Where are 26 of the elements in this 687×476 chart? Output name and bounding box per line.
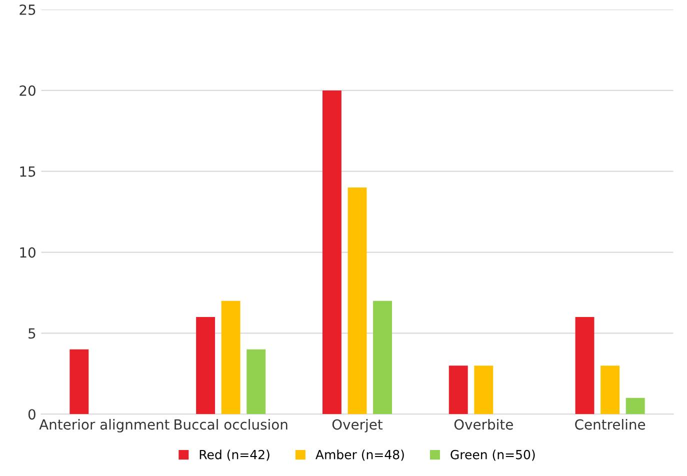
- x-tick-label: Centreline: [575, 418, 646, 430]
- legend-label: Green (n=50): [450, 450, 535, 461]
- y-tick-label: 20: [20, 85, 36, 96]
- bar: [474, 366, 494, 414]
- bar: [575, 317, 594, 414]
- y-tick-label: 25: [20, 4, 36, 15]
- x-tick-label: Overbite: [454, 418, 513, 430]
- bar: [348, 188, 367, 414]
- bar: [221, 300, 240, 414]
- y-tick-label: 0: [28, 409, 36, 420]
- y-tick-label: 10: [20, 247, 36, 258]
- bar: [246, 349, 266, 414]
- x-tick-label: Anterior alignment: [39, 418, 170, 432]
- bar: [322, 90, 342, 414]
- bar: [448, 366, 468, 414]
- bar: [70, 349, 89, 414]
- bar: [373, 300, 392, 414]
- legend-label: Amber (n=48): [316, 450, 404, 461]
- x-tick-label: Buccal occlusion: [174, 418, 288, 430]
- bar: [626, 398, 645, 414]
- bar: [600, 366, 620, 414]
- bar: [196, 317, 216, 414]
- y-tick-label: 15: [20, 166, 36, 177]
- legend-label: Red (n=42): [200, 450, 270, 461]
- y-tick-label: 5: [28, 328, 36, 339]
- x-tick-label: Overjet: [332, 418, 383, 432]
